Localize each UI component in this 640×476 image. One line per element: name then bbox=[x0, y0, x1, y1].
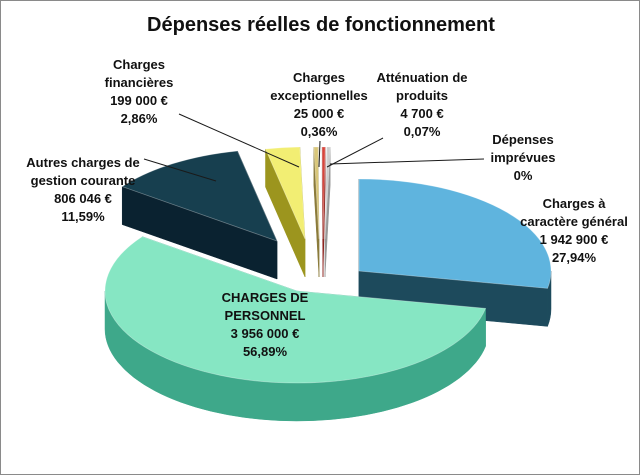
slice-charges_caractere_general bbox=[358, 178, 552, 289]
slice-label-line: 199 000 € bbox=[110, 93, 168, 108]
slice-label-line: PERSONNEL bbox=[225, 308, 306, 323]
slice-label-line: 806 046 € bbox=[54, 191, 112, 206]
slice-label-line: 4 700 € bbox=[400, 106, 443, 121]
slice-attenuation_de_produits bbox=[321, 146, 326, 240]
slice-label-attenuation_de_produits: Atténuation de produits 4 700 € 0,07% bbox=[377, 70, 468, 139]
slice-label-line: CHARGES DE bbox=[222, 290, 309, 305]
slice-charges_financieres bbox=[264, 146, 306, 240]
slice-label-autres_charges_gestion_courante: Autres charges de gestion courante 806 046… bbox=[26, 155, 139, 224]
chart-title: Dépenses réelles de fonctionnement bbox=[147, 14, 495, 36]
slice-label-charges_financieres: Charges financières 199 000 € 2,86% bbox=[105, 57, 174, 126]
slice-label-line: 0% bbox=[514, 168, 533, 183]
slice-label-line: Charges bbox=[293, 70, 345, 85]
slice-label-charges_exceptionnelles: Charges exceptionnelles 25 000 € 0,36% bbox=[270, 70, 368, 139]
slice-label-charges_de_personnel: CHARGES DE PERSONNEL 3 956 000 € 56,89% bbox=[222, 290, 309, 359]
leader-line-depenses_imprevues bbox=[329, 158, 485, 165]
slice-label-line: Charges à bbox=[543, 196, 607, 211]
slice-label-line: 2,86% bbox=[121, 111, 158, 126]
slice-depenses_imprevues bbox=[324, 146, 331, 240]
slice-label-line: Atténuation de bbox=[377, 70, 468, 85]
slice-label-line: 11,59% bbox=[61, 209, 105, 224]
slice-label-line: Charges bbox=[113, 57, 165, 72]
label-leaders bbox=[143, 113, 485, 182]
slice-label-line: Autres charges de bbox=[26, 155, 139, 170]
slice-charges_exceptionnelles bbox=[313, 146, 320, 240]
slice-label-line: 1 942 900 € bbox=[540, 232, 609, 247]
slice-label-line: Dépenses bbox=[492, 132, 553, 147]
leader-line-attenuation_de_produits bbox=[326, 137, 384, 168]
slice-label-line: gestion courante bbox=[31, 173, 136, 188]
slice-label-line: 0,07% bbox=[404, 124, 441, 139]
slice-autres_charges_gestion_courante bbox=[121, 150, 278, 242]
slice-label-charges_caractere_general: Charges à caractère général 1 942 900 € 27,… bbox=[520, 196, 628, 265]
slice-label-depenses_imprevues: Dépenses imprévues 0% bbox=[490, 132, 555, 183]
slice-labels: Charges à caractère général 1 942 900 € 27,… bbox=[26, 57, 628, 359]
slice-label-line: 27,94% bbox=[552, 250, 597, 265]
slice-label-line: exceptionnelles bbox=[270, 88, 368, 103]
leader-line-charges_financieres bbox=[178, 113, 300, 168]
slice-label-line: caractère général bbox=[520, 214, 628, 229]
slice-label-line: 56,89% bbox=[243, 344, 288, 359]
slice-charges_de_personnel bbox=[104, 236, 487, 384]
pie-tops bbox=[104, 146, 552, 384]
slice-label-line: financières bbox=[105, 75, 174, 90]
leader-line-charges_exceptionnelles bbox=[318, 140, 321, 168]
leader-line-autres_charges_gestion_courante bbox=[143, 158, 217, 182]
slice-label-line: 25 000 € bbox=[294, 106, 345, 121]
slice-label-line: 0,36% bbox=[301, 124, 338, 139]
slice-label-line: imprévues bbox=[490, 150, 555, 165]
slice-label-line: produits bbox=[396, 88, 448, 103]
slice-label-line: 3 956 000 € bbox=[231, 326, 300, 341]
